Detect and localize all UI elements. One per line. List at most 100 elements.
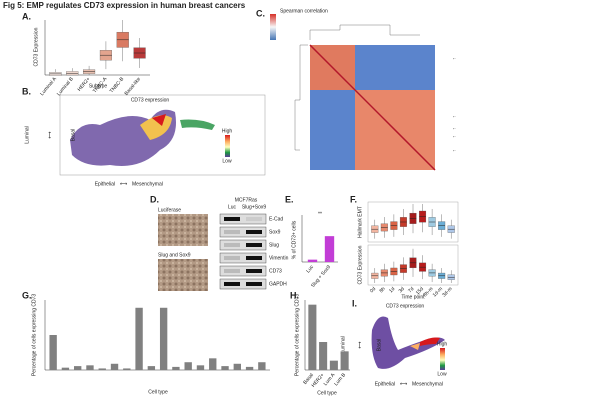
ylabel: CD73 Expression bbox=[357, 245, 363, 284]
band bbox=[224, 269, 240, 273]
fig-title: Fig 5: EMP regulates CD73 expression in … bbox=[3, 1, 246, 10]
xlabel: Cell type bbox=[317, 390, 337, 396]
panel-a: CD73 Expression Subtype bbox=[33, 20, 150, 89]
arrow: ⟷ bbox=[120, 181, 127, 187]
bar bbox=[110, 363, 119, 370]
arrow: ← bbox=[452, 133, 457, 139]
x-tick-label: 8h bbox=[379, 286, 387, 294]
panel-f: Hallmark EMT CD73 Expression Time point bbox=[357, 201, 459, 300]
axis: Basal bbox=[376, 339, 382, 352]
legend: High bbox=[222, 128, 233, 134]
x-tick-label: Luc bbox=[305, 264, 315, 274]
label: G. bbox=[22, 290, 32, 300]
ylabel: Hallmark EMT bbox=[357, 206, 363, 238]
bar bbox=[159, 307, 168, 370]
title: CD73 expression bbox=[386, 303, 425, 309]
title: CD73 expression bbox=[131, 97, 170, 103]
bar bbox=[61, 367, 70, 370]
bar bbox=[172, 366, 180, 370]
x-tick-label: Basal-like bbox=[124, 76, 143, 97]
panel-g: Percentage of cells expressing CD73 Cell… bbox=[31, 294, 270, 395]
panel-c: Spearman correlation ← ← ← ← ← bbox=[270, 8, 457, 171]
xlabel: Cell type bbox=[148, 389, 168, 395]
band bbox=[246, 256, 262, 260]
caption: MCF7Ras bbox=[235, 197, 258, 203]
axis: Mesenchymal bbox=[412, 381, 443, 387]
bar bbox=[233, 363, 241, 370]
label: I. bbox=[352, 298, 357, 308]
lane: Luc bbox=[228, 204, 237, 210]
x-tick-label: Lum B bbox=[333, 372, 347, 387]
bar bbox=[221, 366, 229, 370]
label: D. bbox=[150, 194, 159, 204]
bar bbox=[319, 342, 328, 370]
bar bbox=[86, 365, 94, 370]
bar bbox=[340, 351, 349, 370]
ylabel: CD73 Expression bbox=[33, 27, 39, 66]
arrow: ⟷ bbox=[357, 341, 363, 348]
band-label: Sox9 bbox=[269, 229, 281, 235]
band bbox=[224, 282, 240, 286]
band-label: Vimentin bbox=[269, 255, 289, 261]
x-tick-label: 3d bbox=[398, 286, 406, 294]
arrow: ← bbox=[452, 113, 457, 119]
blot bbox=[219, 239, 267, 251]
bar bbox=[324, 236, 335, 262]
ylabel: % of CD73+ cells bbox=[291, 220, 297, 259]
axis: Epithelial bbox=[95, 181, 115, 187]
label: F. bbox=[350, 194, 357, 204]
xlabel: Subtype bbox=[89, 83, 108, 89]
arrow: ← bbox=[452, 55, 457, 61]
caption: Luciferase bbox=[158, 207, 181, 213]
x-tick-label: 1d bbox=[388, 286, 396, 294]
x-tick-label: 0d bbox=[369, 286, 377, 294]
arrow: ← bbox=[452, 125, 457, 131]
bar bbox=[307, 259, 318, 262]
panel-d: Luciferase Slug and Sox9 MCF7Ras Luc Slu… bbox=[158, 197, 266, 291]
label: B. bbox=[22, 86, 31, 96]
label: C. bbox=[256, 8, 265, 18]
bar bbox=[98, 368, 106, 370]
bar bbox=[184, 362, 192, 370]
blot bbox=[219, 252, 267, 264]
band-label: GAPDH bbox=[269, 281, 287, 287]
blot bbox=[219, 213, 267, 225]
x-tick-label: 3d-m bbox=[441, 286, 453, 298]
axis: Basal bbox=[70, 129, 76, 142]
ylabel: Percentage of cells expressing CD73 bbox=[294, 294, 300, 376]
arrow: ← bbox=[452, 147, 457, 153]
x-tick-label: Luminal B bbox=[56, 76, 75, 97]
band bbox=[246, 217, 262, 221]
band bbox=[224, 230, 240, 234]
legend: Low bbox=[437, 371, 447, 377]
band-label: CD73 bbox=[269, 268, 282, 274]
band bbox=[246, 282, 262, 286]
lane: Slug+Sox9 bbox=[242, 204, 267, 210]
x-tick-label: 7d bbox=[407, 286, 415, 294]
bar bbox=[49, 335, 57, 370]
arrow: ⟷ bbox=[47, 131, 53, 138]
axis: Luminal bbox=[24, 126, 30, 144]
label: A. bbox=[22, 11, 31, 21]
sig: ** bbox=[318, 211, 322, 217]
ylabel: Percentage of cells expressing CD73 bbox=[31, 294, 37, 376]
xlabel: Time point bbox=[401, 294, 425, 300]
band bbox=[246, 243, 262, 247]
band bbox=[246, 230, 262, 234]
legend: Spearman correlation bbox=[280, 8, 328, 14]
bar bbox=[74, 366, 82, 370]
bar bbox=[329, 360, 338, 370]
legend: High bbox=[437, 341, 448, 347]
band bbox=[224, 217, 240, 221]
axis: Epithelial bbox=[375, 381, 395, 387]
blot bbox=[219, 278, 267, 290]
caption: Slug and Sox9 bbox=[158, 252, 191, 258]
band bbox=[246, 269, 262, 273]
legend: Low bbox=[222, 158, 232, 164]
bar bbox=[123, 368, 131, 370]
arrow: ⟷ bbox=[400, 381, 407, 387]
bar bbox=[196, 365, 205, 370]
band-label: Slug bbox=[269, 242, 279, 248]
x-tick-label: 15d bbox=[415, 286, 425, 296]
